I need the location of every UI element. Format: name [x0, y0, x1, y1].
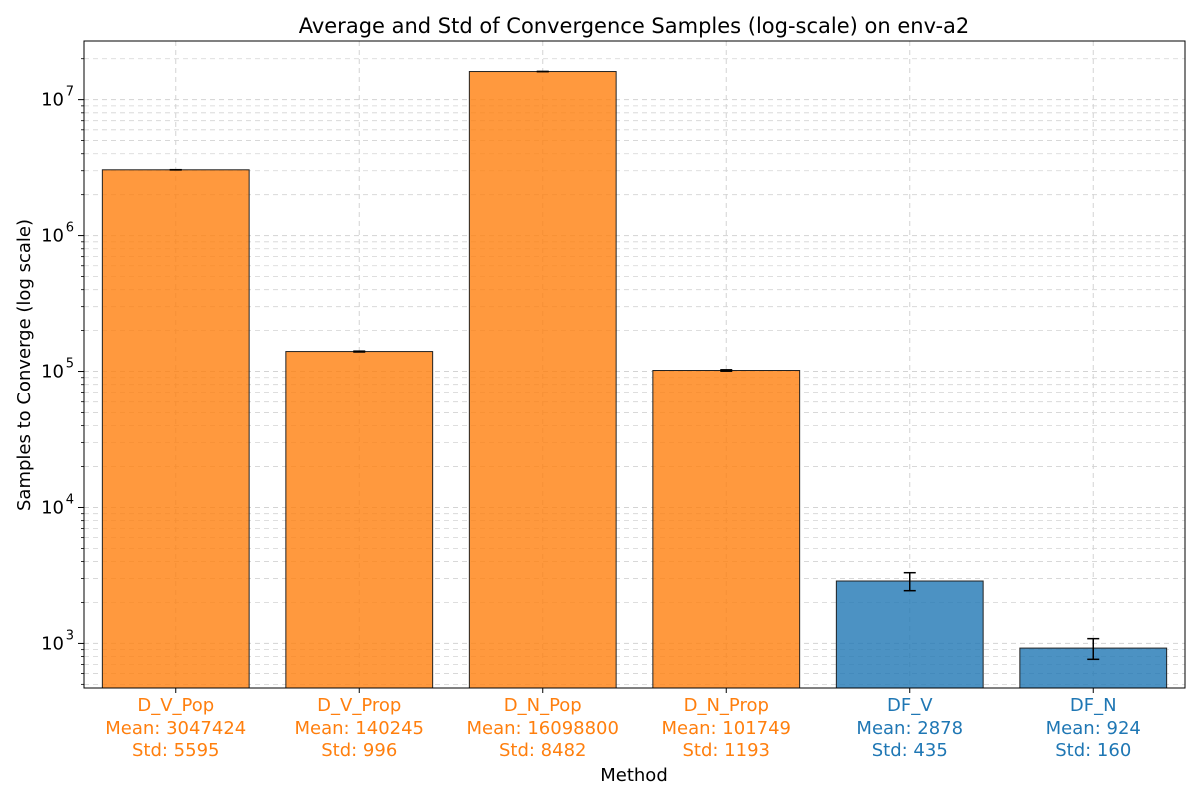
grid-lines [84, 41, 1185, 688]
bar-DF_V [835, 580, 984, 689]
y-tick-exponent: 5 [66, 357, 74, 372]
y-tick-exponent: 6 [66, 221, 74, 236]
x-tick-label-mean: Mean: 924 [1046, 718, 1141, 739]
chart-title: Average and Std of Convergence Samples (… [299, 14, 970, 38]
bar-D_N_Pop [468, 71, 617, 689]
y-tick-label: 10 [41, 90, 64, 111]
x-tick-label-std: Std: 5595 [132, 740, 220, 761]
y-tick-exponent: 3 [66, 628, 74, 643]
x-tick-label-mean: Mean: 101749 [661, 718, 791, 739]
y-tick-label: 10 [41, 497, 64, 518]
x-tick-label-std: Std: 996 [321, 740, 397, 761]
x-tick-label-name: D_V_Prop [317, 695, 401, 716]
x-tick-label-mean: Mean: 16098800 [467, 718, 619, 739]
x-tick-label-name: DF_V [887, 695, 933, 716]
bar-D_V_Prop [285, 351, 434, 689]
bar-D_N_Prop [652, 370, 801, 689]
error-bars [169, 70, 1100, 661]
y-tick-label: 10 [41, 362, 64, 383]
x-tick-label-name: D_N_Prop [684, 695, 769, 716]
bar-D_V_Pop [101, 169, 250, 689]
x-tick-label-mean: Mean: 3047424 [105, 718, 246, 739]
y-axis-label: Samples to Converge (log scale) [14, 219, 35, 511]
y-tick-label: 10 [41, 226, 64, 247]
x-tick-label-std: Std: 1193 [682, 740, 770, 761]
x-tick-label-mean: Mean: 140245 [294, 718, 424, 739]
y-tick-label: 10 [41, 633, 64, 654]
x-tick-label-name: DF_N [1070, 695, 1117, 716]
bars [101, 71, 1168, 689]
x-tick-label-mean: Mean: 2878 [856, 718, 963, 739]
x-tick-label-std: Std: 435 [872, 740, 948, 761]
y-tick-exponent: 7 [66, 85, 74, 100]
x-tick-label-name: D_V_Pop [137, 695, 214, 716]
plot-frame [83, 40, 1186, 689]
y-tick-exponent: 4 [66, 492, 74, 507]
x-tick-label-std: Std: 8482 [499, 740, 587, 761]
x-tick-label-name: D_N_Pop [504, 695, 582, 716]
x-axis-label: Method [600, 765, 668, 786]
x-tick-label-std: Std: 160 [1055, 740, 1131, 761]
